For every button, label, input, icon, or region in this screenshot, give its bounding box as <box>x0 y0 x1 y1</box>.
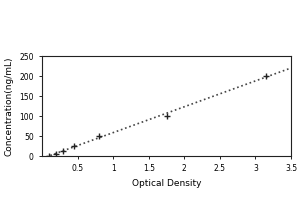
Y-axis label: Concentration(ng/mL): Concentration(ng/mL) <box>4 56 14 156</box>
X-axis label: Optical Density: Optical Density <box>132 179 201 188</box>
